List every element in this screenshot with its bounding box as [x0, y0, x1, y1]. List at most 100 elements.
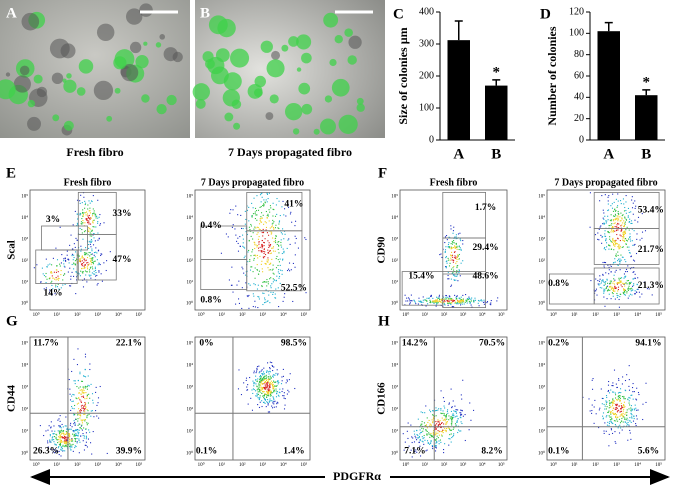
event-dot	[443, 423, 445, 425]
event-dot	[267, 382, 269, 384]
cell	[96, 23, 115, 42]
event-dot	[457, 303, 459, 305]
event-dot	[629, 268, 632, 270]
event-dot	[263, 373, 265, 375]
y-tick-label: 10⁵	[186, 341, 193, 347]
x-tick-label: 10⁰	[550, 462, 557, 468]
event-dot	[440, 412, 442, 414]
event-dot	[262, 390, 264, 392]
event-dot	[274, 240, 277, 242]
event-dot	[258, 398, 260, 400]
event-dot	[604, 233, 606, 235]
event-dot	[622, 415, 625, 417]
event-dot	[77, 429, 79, 431]
event-dot	[604, 235, 606, 237]
event-dot	[624, 276, 626, 278]
x-tick-label: 10⁰	[198, 462, 205, 468]
event-dot	[439, 423, 441, 425]
event-dot	[278, 221, 280, 223]
event-dot	[60, 433, 62, 435]
event-dot	[94, 267, 96, 270]
event-dot	[265, 406, 267, 408]
event-dot	[289, 270, 291, 272]
event-dot	[263, 391, 265, 393]
event-dot	[258, 270, 260, 272]
event-dot	[60, 446, 62, 448]
event-dot	[80, 419, 82, 421]
event-dot	[254, 207, 257, 209]
event-dot	[255, 227, 257, 229]
event-dot	[75, 418, 77, 420]
event-dot	[624, 217, 626, 219]
y-tick-label: 10¹	[187, 279, 194, 285]
event-dot	[240, 394, 243, 396]
event-dot	[633, 416, 635, 418]
event-dot	[421, 421, 423, 423]
event-dot	[623, 289, 625, 291]
event-dot	[281, 273, 283, 275]
plot-frame	[194, 336, 311, 461]
event-dot	[598, 228, 600, 230]
event-dot	[616, 243, 618, 245]
event-dot	[631, 416, 633, 418]
y-tick-label: 10⁴	[21, 215, 28, 221]
event-dot	[261, 285, 263, 288]
event-dot	[276, 197, 278, 200]
event-dot	[253, 382, 255, 384]
event-dot	[90, 200, 93, 202]
event-dot	[73, 413, 75, 415]
event-dot	[262, 387, 264, 389]
event-dot	[269, 375, 271, 377]
event-dot	[84, 270, 87, 272]
event-dot	[93, 273, 95, 275]
event-dot	[274, 374, 276, 376]
event-dot	[266, 387, 268, 389]
event-dot	[255, 395, 257, 397]
event-dot	[259, 380, 261, 382]
event-dot	[81, 389, 83, 391]
event-dot	[447, 412, 449, 414]
event-dot	[263, 203, 265, 205]
event-dot	[433, 301, 435, 303]
event-dot	[276, 391, 278, 393]
event-dot	[265, 381, 267, 383]
event-dot	[66, 439, 68, 441]
event-dot	[439, 301, 442, 303]
event-dot	[64, 450, 66, 452]
event-dot	[99, 213, 101, 216]
event-dot	[47, 429, 49, 431]
event-dot	[617, 290, 619, 292]
event-dot	[617, 193, 619, 195]
event-dot	[81, 255, 83, 257]
event-dot	[254, 254, 256, 256]
event-dot	[606, 298, 608, 300]
event-dot	[617, 212, 619, 214]
event-dot	[435, 445, 438, 447]
event-dot	[615, 420, 617, 422]
event-dot	[460, 421, 462, 423]
event-dot	[453, 414, 455, 416]
event-dot	[249, 284, 251, 286]
event-dot	[70, 439, 72, 441]
event-dot	[54, 443, 56, 445]
event-dot	[245, 282, 247, 284]
event-dot	[58, 443, 60, 445]
event-dot	[603, 222, 605, 224]
panel-letter: B	[200, 5, 210, 21]
gate-percentage: 1.4%	[283, 447, 304, 457]
event-dot	[69, 447, 71, 449]
event-dot	[450, 248, 452, 250]
event-dot	[86, 408, 88, 411]
event-dot	[249, 376, 251, 379]
event-dot	[74, 210, 76, 212]
event-dot	[261, 380, 263, 382]
event-dot	[263, 223, 265, 225]
x-tick-label: 10²	[592, 462, 599, 468]
event-dot	[611, 418, 613, 420]
event-dot	[445, 429, 447, 431]
event-dot	[294, 225, 296, 227]
event-dot	[620, 229, 622, 232]
event-dot	[264, 380, 266, 383]
event-dot	[268, 220, 270, 222]
event-dot	[628, 249, 630, 251]
